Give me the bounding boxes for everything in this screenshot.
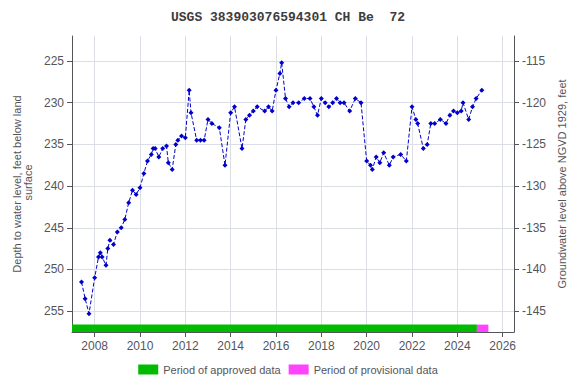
svg-text:225: 225: [44, 54, 64, 68]
svg-text:2022: 2022: [399, 339, 426, 353]
svg-text:2020: 2020: [353, 339, 380, 353]
svg-text:-135: -135: [522, 221, 546, 235]
svg-text:Period of provisional data: Period of provisional data: [314, 364, 439, 376]
svg-text:-125: -125: [522, 137, 546, 151]
svg-text:surface: surface: [22, 164, 34, 203]
svg-text:-120: -120: [522, 96, 546, 110]
svg-text:230: 230: [44, 96, 64, 110]
svg-text:240: 240: [44, 179, 64, 193]
svg-text:-130: -130: [522, 179, 546, 193]
svg-text:Depth to water level, feet bel: Depth to water level, feet below land: [10, 95, 23, 273]
svg-text:2016: 2016: [263, 339, 290, 353]
svg-text:2010: 2010: [127, 339, 154, 353]
svg-text:235: 235: [44, 137, 64, 151]
svg-text:Period of approved data: Period of approved data: [163, 364, 281, 376]
svg-text:-140: -140: [522, 262, 546, 276]
svg-text:2018: 2018: [308, 339, 335, 353]
svg-text:250: 250: [44, 262, 64, 276]
svg-text:2012: 2012: [172, 339, 199, 353]
svg-text:Groundwater level above NGVD 1: Groundwater level above NGVD 1929, feet: [556, 79, 568, 288]
svg-text:-145: -145: [522, 304, 546, 318]
svg-text:2026: 2026: [489, 339, 516, 353]
svg-text:255: 255: [44, 304, 64, 318]
svg-text:USGS 383903076594301 CH Be 72: USGS 383903076594301 CH Be 72: [171, 10, 405, 25]
svg-text:245: 245: [44, 221, 64, 235]
svg-text:-115: -115: [522, 54, 545, 68]
svg-text:2008: 2008: [81, 339, 108, 353]
svg-text:2024: 2024: [444, 339, 471, 353]
svg-text:2014: 2014: [217, 339, 244, 353]
